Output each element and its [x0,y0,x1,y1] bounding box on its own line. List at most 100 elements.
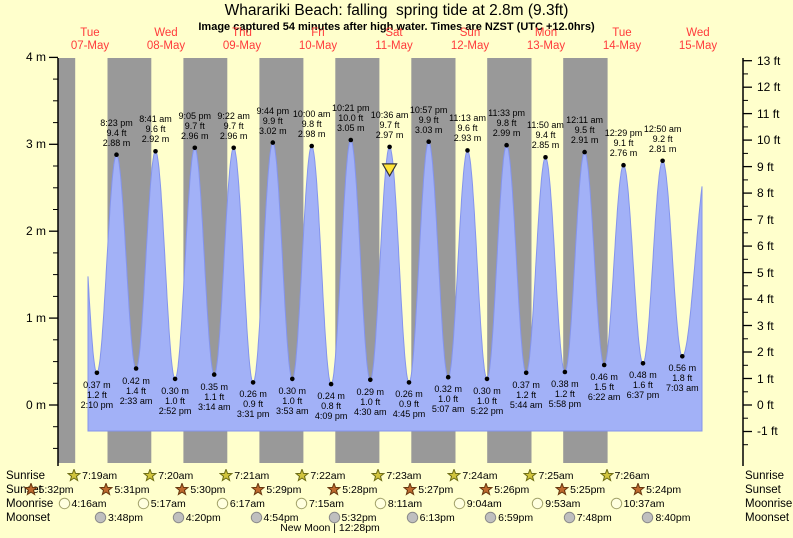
tide-extreme-dot [582,149,587,155]
right-axis-tick-label: 12 ft [757,80,781,95]
right-axis-tick-label: 9 ft [757,159,774,174]
moonset-time: 7:48pm [576,511,612,524]
sunrise-time: 7:20am [158,469,194,482]
sunset-time: 5:31pm [114,483,150,496]
moonrise-icon [532,497,544,510]
sunrise-time: 7:25am [538,469,574,482]
day-date: 09-May [222,40,262,52]
moonset-icon [406,511,418,524]
sun-star-icon [295,469,310,482]
right-axis-tick-label: 2 ft [757,345,774,360]
sunset-time: 5:25pm [570,483,606,496]
moonset-time: 4:54pm [263,511,299,524]
sun-star-icon [447,469,462,482]
tide-extreme-dot [290,376,295,382]
high-tide-label: 10:21 pm 10.0 ft 3.05 m [332,102,370,133]
day-name: Sat [385,27,403,39]
moonset-entry: 7:48pm [563,511,612,524]
right-axis-tick-label: 4 ft [757,292,774,307]
moonrise-entry: 6:17am [216,497,265,510]
tide-extreme-dot [114,152,119,157]
sunrise-row-label-right: Sunrise [745,470,784,482]
day-label: Fri 10-May [283,27,353,53]
sun-star-icon [403,483,418,496]
high-tide-label: 8:23 pm 9.4 ft 2.88 m [100,117,133,148]
moonset-icon [642,511,654,524]
day-name: Fri [311,27,325,39]
moonrise-entry: 4:16am [58,497,107,510]
day-date: 07-May [70,40,110,52]
moonrise-icon [610,497,622,510]
day-label: Wed 08-May [131,27,201,53]
sunrise-entry: 7:23am [371,469,421,482]
sun-star-icon [327,483,342,496]
high-tide-label: 10:00 am 9.8 ft 2.98 m [292,109,331,140]
day-name: Thu [232,27,252,39]
sunrise-entry: 7:20am [143,469,193,482]
sunset-row-label-right: Sunset [745,484,781,496]
sunset-entry: 5:26pm [479,483,529,496]
moonset-entry: 4:20pm [172,511,221,524]
sunset-entry: 5:25pm [555,483,605,496]
low-tide-label: 0.38 m 1.2 ft 5:58 pm [548,378,582,409]
low-tide-label: 0.26 m 0.9 ft 4:45 pm [392,389,426,420]
sunset-time: 5:24pm [646,483,682,496]
moonset-entry: 4:54pm [250,511,299,524]
moonset-entry: 5:32pm [328,511,377,524]
day-date: 15-May [678,40,718,52]
right-axis-tick-label: 6 ft [757,239,774,254]
moonset-row-label-right: Moonset [745,512,790,524]
moonrise-entry: 9:04am [453,497,502,510]
high-tide-label: 9:22 am 9.7 ft 2.96 m [217,110,250,141]
sunset-entry: 5:28pm [327,483,377,496]
moonset-icon [172,511,184,524]
tide-extreme-dot [94,370,100,376]
sun-star-icon [23,483,38,496]
day-name: Mon [534,27,558,39]
day-date: 11-May [375,40,413,52]
moonrise-entry: 7:15am [295,497,344,510]
low-tide-label: 0.42 m 1.4 ft 2:33 am [119,375,153,406]
day-name: Tue [612,27,632,39]
right-axis-tick-label: 11 ft [757,106,780,121]
sunrise-entry: 7:24am [447,469,497,482]
moonrise-icon [137,497,149,510]
tide-extreme-dot [368,377,373,383]
right-axis-tick-label: 7 ft [757,212,774,227]
sunrise-time: 7:22am [310,469,346,482]
sunset-time: 5:27pm [418,483,454,496]
day-name: Wed [154,27,178,39]
moonrise-icon [295,497,308,510]
moonrise-icon [374,497,387,510]
tide-extreme-dot [445,374,451,380]
sunrise-entry: 7:25am [523,469,574,482]
high-tide-label: 12:11 am 9.5 ft 2.91 m [566,115,603,146]
sun-star-icon [219,469,234,482]
high-tide-label: 11:13 am 9.6 ft 2.93 m [449,113,486,144]
tide-extreme-dot [133,366,139,371]
sun-star-icon [555,483,570,496]
moonrise-time: 9:04am [466,497,502,510]
left-axis-tick-label: 1 m [25,311,46,326]
current-time-marker [381,163,398,178]
sunrise-entry: 7:21am [219,469,269,482]
high-tide-label: 9:05 pm 9.7 ft 2.96 m [178,110,212,141]
tide-extreme-dot [426,139,432,144]
moonset-time: 4:20pm [185,511,221,524]
moonrise-icon [58,497,70,510]
moonrise-entry: 10:37am [610,497,664,510]
page-title: Wharariki Beach: falling spring tide at … [224,2,569,19]
high-tide-label: 8:41 am 9.6 ft 2.92 m [139,114,172,145]
low-tide-label: 0.30 m 1.0 ft 5:22 pm [470,385,504,416]
low-tide-label: 0.26 m 0.9 ft 3:31 pm [236,389,270,420]
sunrise-time: 7:19am [82,469,118,482]
right-axis-tick-label: 3 ft [757,318,774,333]
day-label: Thu 09-May [207,27,277,53]
moonset-time: 5:32pm [341,511,377,524]
low-tide-label: 0.24 m 0.8 ft 4:09 pm [314,391,348,422]
sunset-entry: 5:24pm [631,483,681,496]
tide-extreme-dot [328,381,334,387]
low-tide-label: 0.35 m 1.1 ft 3:14 am [197,381,231,412]
sun-star-icon [99,483,114,496]
